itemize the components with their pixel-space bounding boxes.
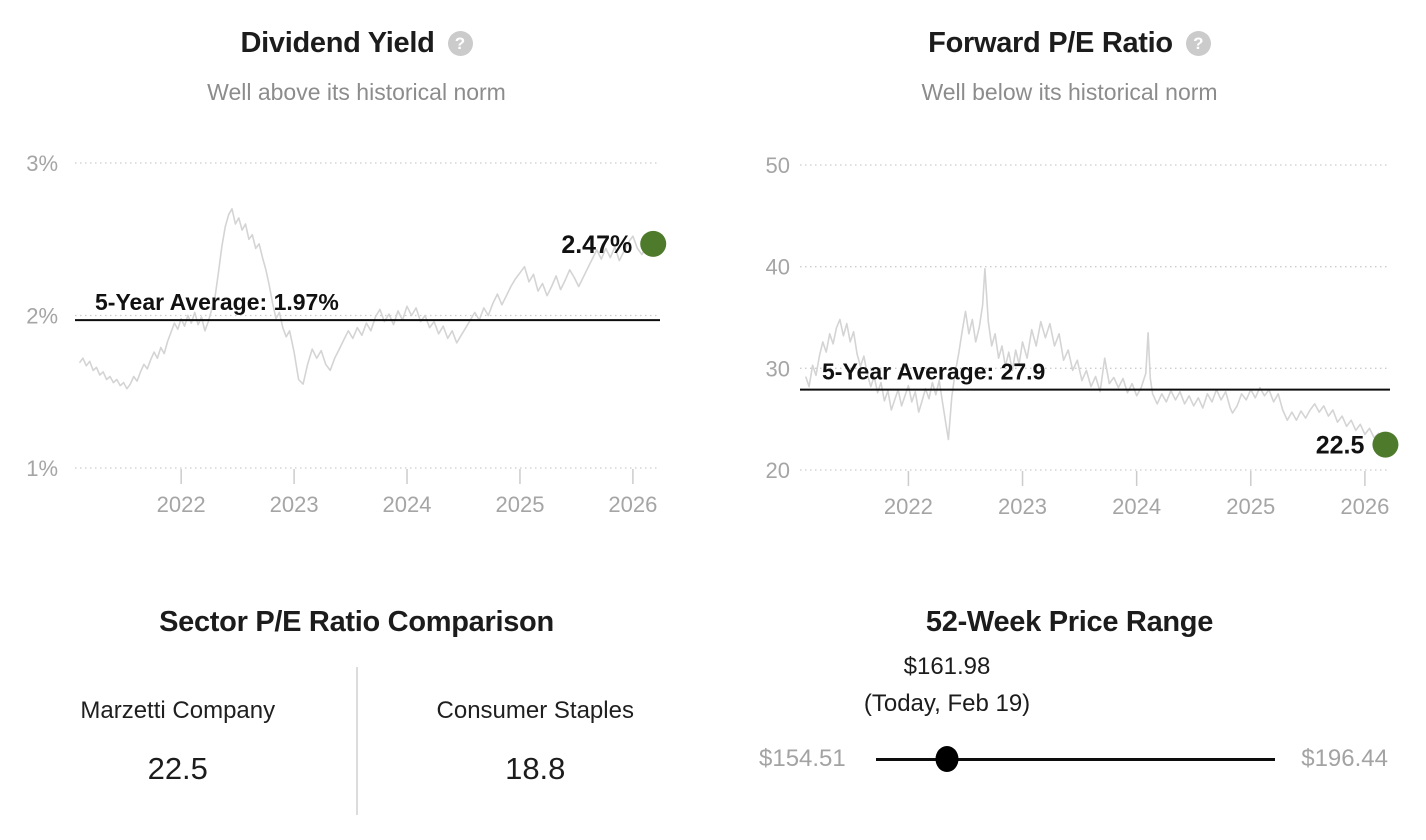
- sector-pe-value: 18.8: [505, 751, 566, 786]
- x-axis-tick-label: 2026: [1340, 494, 1389, 519]
- y-axis-tick-label: 20: [766, 458, 790, 483]
- dividend-yield-title: Dividend Yield: [240, 26, 435, 59]
- sector-column-company: Marzetti Company 22.5: [0, 667, 356, 787]
- x-axis-tick-label: 2023: [998, 494, 1047, 519]
- question-mark-icon[interactable]: ?: [1185, 30, 1211, 56]
- sector-comparison-title: Sector P/E Ratio Comparison: [159, 606, 554, 638]
- sector-column-sector: Consumer Staples 18.8: [358, 667, 714, 787]
- company-pe-value: 22.5: [147, 751, 208, 786]
- forward-pe-subtitle: Well below its historical norm: [921, 79, 1218, 105]
- series-line: [804, 267, 1387, 446]
- sector-comparison-columns: Marzetti Company 22.5 Consumer Staples 1…: [0, 667, 713, 815]
- x-axis-tick-label: 2023: [270, 492, 319, 517]
- current-value-label: 22.5: [1316, 432, 1365, 460]
- y-axis-tick-label: 2%: [26, 304, 58, 329]
- x-axis-tick-label: 2026: [608, 492, 657, 517]
- y-axis-tick-label: 30: [766, 356, 790, 381]
- dividend-yield-chart: 3% 2% 1% 2022 2023 2024 2025 2026 5-Year Average…: [26, 151, 667, 517]
- y-axis-tick-label: 50: [766, 153, 790, 178]
- y-axis-tick-label: 3%: [26, 151, 58, 176]
- forward-pe-title-row: Forward P/E Ratio ?: [713, 24, 1426, 62]
- company-name-label: Marzetti Company: [80, 697, 276, 724]
- y-axis-tick-label: 40: [766, 255, 790, 280]
- price-marker-knob[interactable]: [935, 746, 959, 772]
- panel-price-range: 52-Week Price Range $161.98 (Today, Feb …: [713, 560, 1426, 840]
- forward-pe-title: Forward P/E Ratio: [928, 26, 1173, 59]
- panel-sector-pe-comparison: Sector P/E Ratio Comparison Marzetti Com…: [0, 560, 713, 840]
- x-axis-tick-label: 2025: [1226, 494, 1275, 519]
- vertical-divider: [355, 667, 358, 815]
- y-axis-tick-label: 1%: [26, 456, 58, 481]
- average-label: 5-Year Average: 1.97%: [95, 289, 339, 315]
- question-mark-icon[interactable]: ?: [447, 30, 473, 56]
- current-price-block: $161.98 (Today, Feb 19): [864, 653, 1030, 718]
- current-value-dot: [1372, 431, 1399, 458]
- current-price-date: (Today, Feb 19): [863, 690, 1031, 717]
- price-range-slider-row: $154.51 $196.44: [759, 745, 1388, 773]
- current-value-dot: [640, 230, 667, 257]
- dividend-yield-title-row: Dividend Yield ?: [0, 24, 713, 62]
- x-axis-tick-label: 2024: [1112, 494, 1161, 519]
- range-high-label: $196.44: [1301, 745, 1388, 772]
- panel-forward-pe: Forward P/E Ratio ? Well below its histo…: [713, 0, 1426, 560]
- current-value-label: 2.47%: [561, 231, 632, 259]
- range-low-label: $154.51: [759, 745, 846, 772]
- x-axis-tick-label: 2022: [157, 492, 206, 517]
- panel-dividend-yield: Dividend Yield ? Well above its historic…: [0, 0, 713, 560]
- x-axis-tick-label: 2024: [383, 492, 432, 517]
- dividend-yield-subtitle: Well above its historical norm: [207, 79, 506, 105]
- average-label: 5-Year Average: 27.9: [822, 359, 1045, 385]
- price-range-title: 52-Week Price Range: [925, 606, 1214, 638]
- series-line: [78, 208, 654, 390]
- x-axis-tick-label: 2022: [884, 494, 933, 519]
- sector-name-label: Consumer Staples: [436, 697, 634, 724]
- price-range-track[interactable]: [875, 746, 1276, 772]
- price-range-area: $161.98 (Today, Feb 19) $154.51 $196.44: [713, 653, 1426, 823]
- x-axis-tick-label: 2025: [495, 492, 544, 517]
- current-price-value: $161.98: [903, 653, 991, 680]
- forward-pe-chart: 50 40 30 20 2022 2023 2024 2025 2026 5-Year Avera…: [766, 153, 1399, 519]
